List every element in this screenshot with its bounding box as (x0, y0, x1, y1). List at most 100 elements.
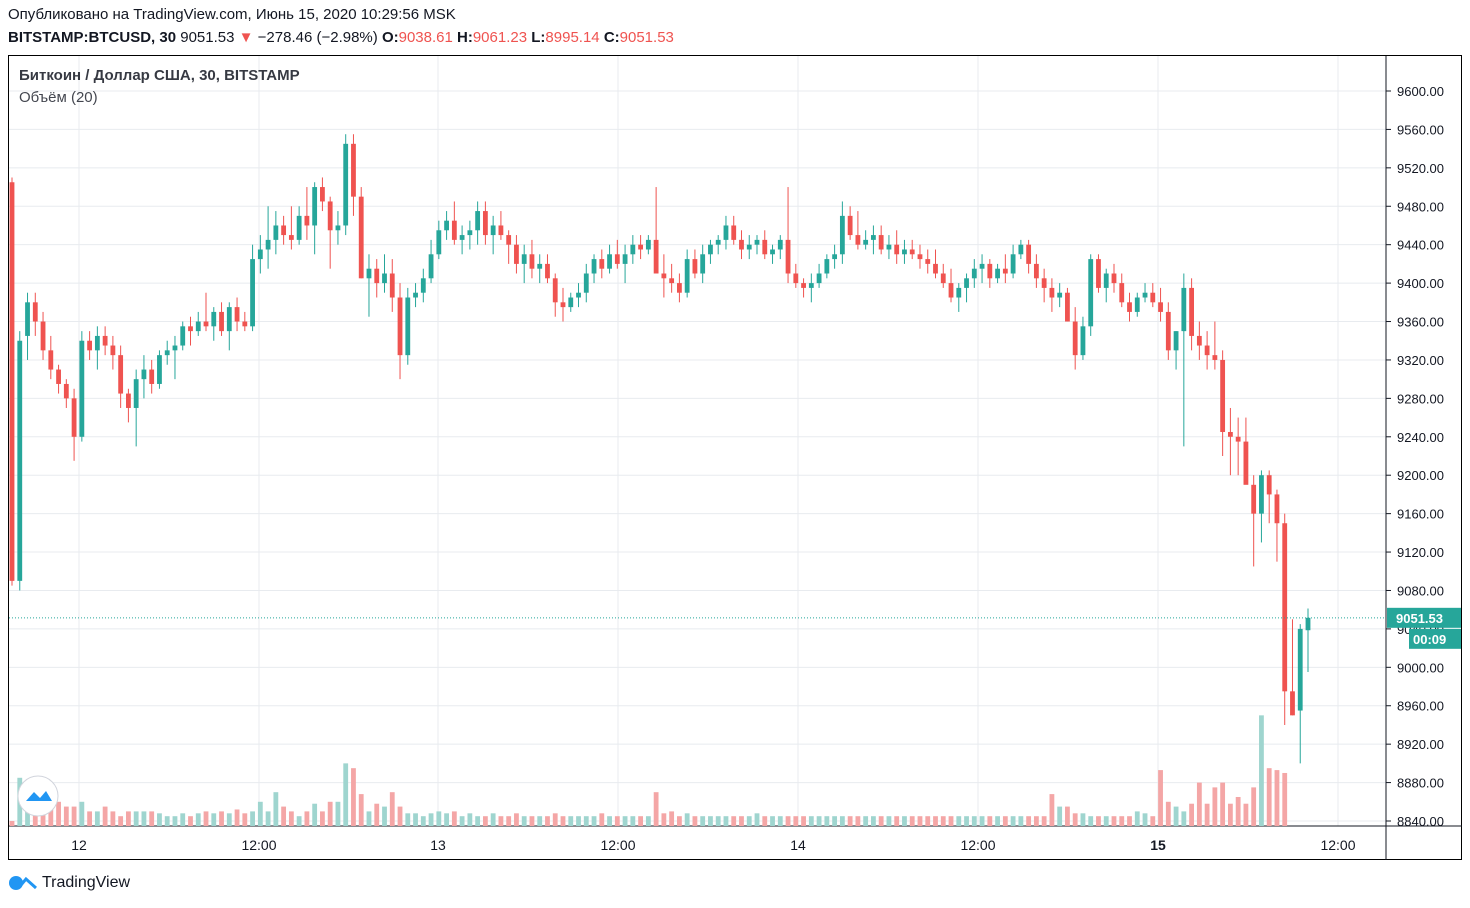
candle-body (265, 239, 271, 250)
volume-bar (126, 811, 131, 826)
volume-bar (925, 816, 931, 826)
volume-bar (1251, 787, 1257, 826)
volume-bar (180, 813, 186, 826)
candle-body (226, 307, 232, 332)
candle-body (102, 335, 108, 346)
volume-bar (250, 811, 255, 826)
volume-bar (1181, 811, 1187, 826)
x-tick-label: 15 (1150, 837, 1166, 853)
y-tick-label: 9280.00 (1397, 391, 1444, 406)
candle-body (304, 215, 310, 226)
candle-body (568, 297, 574, 308)
candle-body (1165, 311, 1171, 351)
candle-body (684, 259, 690, 293)
candle-body (40, 321, 46, 351)
candle-body (1181, 287, 1187, 332)
close-label: C: (603, 29, 620, 46)
volume-bar (762, 816, 768, 826)
candle-body (979, 263, 985, 269)
volume-bar (1227, 803, 1233, 826)
candle-body (1259, 475, 1264, 514)
candle-body (397, 297, 403, 356)
candle-body (1305, 617, 1311, 631)
y-tick-label: 9320.00 (1397, 353, 1444, 368)
candle-body (87, 340, 93, 351)
candle-body (785, 239, 791, 274)
volume-bar (304, 811, 310, 826)
y-tick-label: 9080.00 (1397, 583, 1444, 598)
candle-body (405, 297, 411, 356)
open-value: 9038.61 (398, 29, 453, 46)
volume-bar (1080, 813, 1086, 826)
volume-bar (607, 816, 612, 826)
volume-bar (1212, 787, 1218, 826)
candle-body (444, 220, 449, 231)
candle-body (1096, 259, 1101, 288)
candle-body (1018, 244, 1024, 255)
volume-bar (451, 811, 457, 826)
volume-bar (498, 816, 504, 826)
symbol-label[interactable]: BITSTAMP:BTCUSD, 30 (8, 29, 177, 46)
candle-body (149, 369, 155, 384)
x-tick-label: 12:00 (960, 837, 995, 853)
chart-frame[interactable] (8, 55, 1462, 860)
candle-body (995, 268, 1000, 279)
candle-body (436, 230, 442, 255)
candle-body (661, 273, 667, 279)
candle-body (692, 259, 698, 274)
y-tick-label: 9360.00 (1397, 315, 1444, 330)
volume-bar (1033, 816, 1039, 826)
volume-bar (1057, 806, 1063, 826)
volume-bar (312, 803, 318, 826)
volume-bar (444, 813, 449, 826)
volume-bar (839, 816, 845, 826)
candle-body (389, 273, 395, 298)
volume-legend: Объём (20) (19, 89, 98, 106)
candle-body (964, 278, 969, 288)
candle-body (79, 340, 85, 437)
candle-body (296, 215, 302, 240)
candle-body (591, 259, 597, 274)
volume-bar (1196, 782, 1202, 826)
volume-bar (537, 816, 543, 826)
volume-bar (917, 816, 923, 826)
volume-bar (1103, 816, 1109, 826)
volume-bar (599, 813, 605, 826)
volume-bar (436, 811, 442, 826)
candle-body (1119, 283, 1125, 303)
candle-body (1212, 355, 1218, 360)
candle-body (793, 273, 799, 284)
volume-bar (211, 813, 217, 826)
y-tick-label: 9400.00 (1397, 276, 1444, 291)
candle-body (777, 239, 783, 250)
x-tick-label: 12 (71, 837, 87, 853)
volume-bar (832, 816, 838, 826)
low-value: 8995.14 (545, 29, 600, 46)
volume-bar (591, 816, 597, 826)
candle-body (1243, 441, 1249, 485)
volume-bar (188, 816, 193, 826)
volume-bar (638, 816, 644, 826)
candle-body (475, 211, 481, 231)
candle-body (886, 244, 892, 250)
candle-body (17, 340, 23, 581)
candle-body (467, 230, 473, 236)
volume-bar (871, 816, 876, 826)
volume-bar (87, 811, 93, 826)
low-label: L: (531, 29, 546, 46)
candle-body (1072, 321, 1078, 356)
candle-body (374, 268, 380, 284)
volume-bar (661, 813, 667, 826)
volume-bar (979, 816, 985, 826)
candle-body (638, 244, 644, 250)
candle-body (366, 268, 372, 279)
volume-bar (902, 816, 907, 826)
volume-bar (739, 816, 744, 826)
candle-body (506, 235, 512, 245)
candle-body (320, 187, 325, 202)
volume-bar (382, 806, 387, 826)
volume-bar (824, 816, 830, 826)
candle-body (871, 235, 876, 240)
volume-bar (413, 813, 418, 826)
